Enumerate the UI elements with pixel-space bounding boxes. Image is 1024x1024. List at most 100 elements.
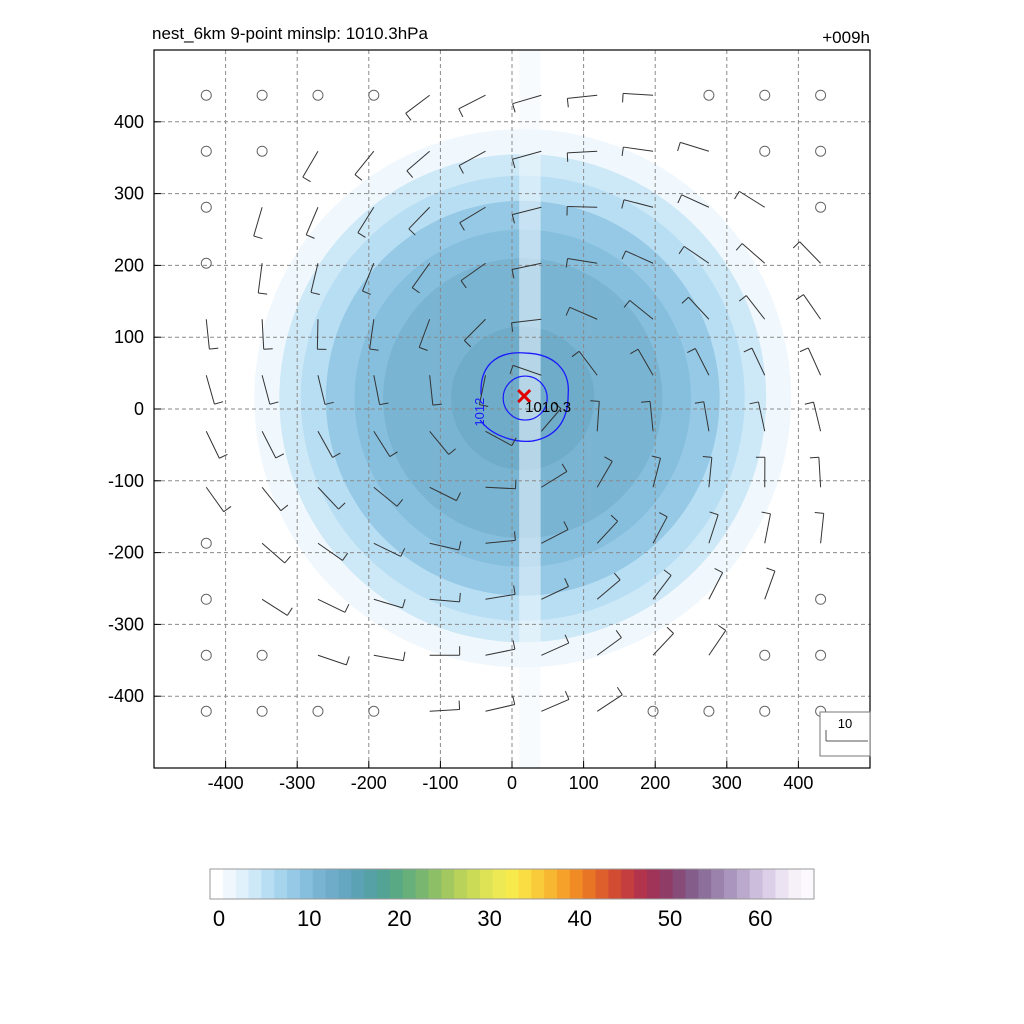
wind-barb-feather [564,690,570,700]
colorbar-tick-label: 40 [568,906,592,931]
wind-barb-shaft [652,575,672,600]
calm-wind-circle [200,145,212,157]
calm-wind-circle [759,89,771,101]
wind-barb-feather [687,348,696,354]
x-tick-label: 300 [712,773,742,793]
colorbar-tick-label: 10 [297,906,321,931]
wind-barb-shaft [485,539,516,544]
wind-barb-shaft [485,486,516,490]
wind-barb-feather [219,453,228,459]
wind-barb-shaft [596,401,600,432]
wind-barb-feather [512,640,516,650]
calm-wind-circle [368,89,380,101]
wind-barb-feather [809,456,819,459]
colorbar-cell [711,869,725,899]
colorbar-frame [209,868,815,900]
wind-barb-feather [402,651,406,661]
colorbar-cell [582,869,597,899]
wind-barb-feather [432,403,442,406]
wind-barb-feather [651,455,661,459]
wind-barb-feather [564,634,570,644]
wind-barb-feather [717,624,727,631]
wind-barb-shaft [512,150,542,160]
wind-barb-feather [458,700,461,710]
wind-barb-feather [613,572,621,581]
calm-wind-circle [815,89,827,101]
wind-barb-shaft [567,94,598,99]
x-tick-label: -300 [279,773,315,793]
colorbar-cell [351,869,365,899]
wind-barb-feather [411,287,420,294]
wind-barb-shaft [411,262,431,288]
colorbar-cell [724,869,738,899]
wind-barb-feather [342,552,349,561]
wind-barb-feather [286,607,293,616]
wind-barb-feather [408,228,416,236]
wind-barb-shaft [418,319,431,348]
wind-barb-feather [563,521,569,530]
wind-barb-shaft [578,350,598,376]
wind-barb-shaft [485,703,515,712]
wind-barb-shaft [623,199,654,208]
colorbar-cell [222,869,237,899]
wind-barb-shaft [460,262,486,282]
colorbar-cell [646,869,661,899]
wind-barb-feather [357,232,366,238]
wind-barb-feather [795,294,804,301]
wind-barb-feather [400,548,406,557]
y-tick-label: -400 [108,686,144,706]
wind-barb-feather [738,295,747,302]
x-tick-label: -400 [208,773,244,793]
wind-barb-shaft [261,542,286,564]
colorbar-cell [415,869,430,899]
calm-wind-circle [256,89,268,101]
colorbar-cell [377,869,391,899]
wind-barb-shaft [652,458,661,488]
wind-barb-shaft [694,348,710,376]
wind-barb-shaft [757,401,766,432]
colorbar-cell [325,869,340,899]
wind-barb-feather [749,401,759,405]
colorbar-cell [338,869,352,899]
y-tick-label: 300 [114,184,144,204]
wind-barb-feather [459,592,461,602]
wind-barb-shaft [569,306,598,320]
wind-barb-shaft [511,318,542,324]
wind-barb-feather [214,401,224,405]
wind-barb-shaft [541,698,570,712]
wind-barb-shaft [567,150,598,154]
wind-barb-feather [509,365,514,375]
wind-barb-shaft [357,206,375,233]
wind-barb-shaft [708,572,724,600]
wind-barb-shaft [637,348,654,376]
wind-barb-shaft [253,207,263,237]
wind-barb-feather [677,194,683,204]
wind-barb-shaft [429,542,460,551]
wind-barb-shaft [429,486,457,502]
x-tick-label: 100 [569,773,599,793]
y-tick-label: 0 [134,399,144,419]
wind-barb-shaft [373,430,391,457]
wind-barb-feather [590,400,600,402]
colorbar-cell [467,869,481,899]
wind-barb-feather [734,191,740,200]
colorbar-cell [634,869,648,899]
x-tick-label: 400 [783,773,813,793]
wind-barb-shaft [512,94,542,105]
wind-barb-feather [253,235,263,240]
wind-barb-feather [379,402,389,406]
wind-barb-feather [714,568,723,574]
wind-barb-feather [709,511,719,516]
colorbar-cell [210,869,224,899]
calm-wind-circle [815,649,827,661]
wind-barb-shaft [261,319,265,350]
wind-barb-shaft [305,207,319,236]
plot-area [154,50,870,768]
wind-barb-feather [511,437,517,446]
wind-barb-feather [681,296,689,304]
wind-barb-feather [792,241,801,249]
wind-barb-feather [641,400,651,403]
colorbar-cell [608,869,622,899]
calm-wind-circle [759,705,771,717]
wind-barb-feather [565,307,571,316]
